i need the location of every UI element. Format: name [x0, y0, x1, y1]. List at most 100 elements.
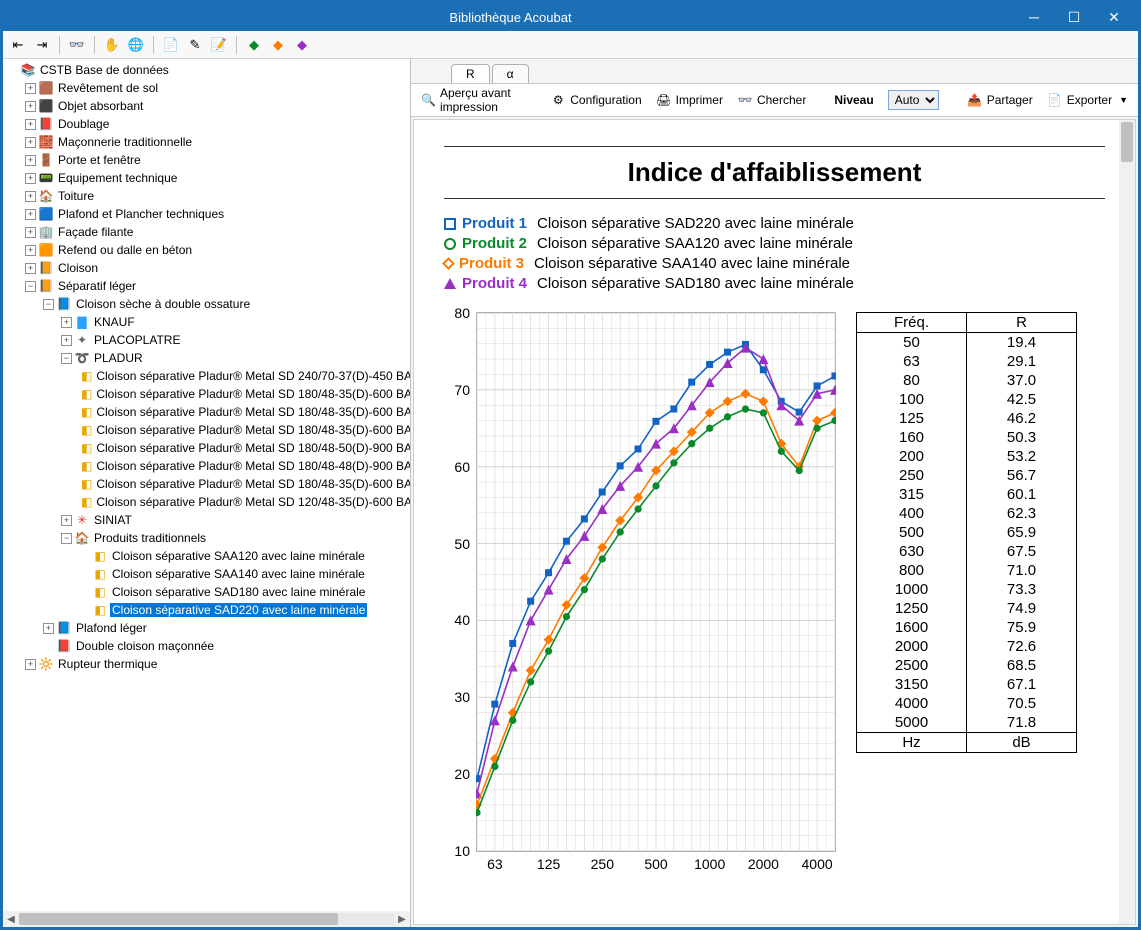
- tree-row[interactable]: +✦PLACOPLATRE: [7, 331, 410, 349]
- tree-row[interactable]: Cloison séparative SAA120 avec laine min…: [7, 547, 410, 565]
- tree-item-label[interactable]: Toiture: [56, 189, 96, 203]
- tree-expand-icon[interactable]: ⇥: [31, 34, 53, 56]
- expander-icon[interactable]: +: [25, 263, 36, 274]
- tree-item-label[interactable]: Cloison séparative Pladur® Metal SD 180/…: [94, 477, 410, 491]
- tree-item-label[interactable]: SINIAT: [92, 513, 134, 527]
- tree-row[interactable]: +🔆Rupteur thermique: [7, 655, 410, 673]
- tree-item-label[interactable]: Façade filante: [56, 225, 135, 239]
- tree-row[interactable]: +📕Doublage: [7, 115, 410, 133]
- tree-item-label[interactable]: Refend ou dalle en béton: [56, 243, 194, 257]
- tree-row[interactable]: −➰PLADUR: [7, 349, 410, 367]
- tree-row[interactable]: +🟫Revêtement de sol: [7, 79, 410, 97]
- tree-item-label[interactable]: Double cloison maçonnée: [74, 639, 216, 653]
- tree-row[interactable]: Cloison séparative SAD220 avec laine min…: [7, 601, 410, 619]
- expander-icon[interactable]: −: [61, 533, 72, 544]
- tree-row[interactable]: +🏠Toiture: [7, 187, 410, 205]
- add-green-icon[interactable]: ◆: [243, 34, 265, 56]
- tree-item-label[interactable]: Cloison séparative Pladur® Metal SD 180/…: [94, 459, 410, 473]
- tree-row[interactable]: Cloison séparative Pladur® Metal SD 180/…: [7, 403, 410, 421]
- tree-item-label[interactable]: Cloison séparative Pladur® Metal SD 180/…: [94, 405, 410, 419]
- tree-horizontal-scrollbar[interactable]: ◀▶: [3, 911, 410, 927]
- tree-item-label[interactable]: Cloison sèche à double ossature: [74, 297, 252, 311]
- tree-row[interactable]: +✳SINIAT: [7, 511, 410, 529]
- tab-r[interactable]: R: [451, 64, 490, 83]
- tree-row[interactable]: +📘Plafond léger: [7, 619, 410, 637]
- tree-item-label[interactable]: Cloison séparative SAA140 avec laine min…: [110, 567, 367, 581]
- globe-icon[interactable]: 🌐: [125, 34, 147, 56]
- expander-icon[interactable]: +: [61, 335, 72, 346]
- level-select[interactable]: Auto: [888, 90, 939, 110]
- expander-icon[interactable]: −: [25, 281, 36, 292]
- maximize-button[interactable]: ☐: [1054, 3, 1094, 31]
- add-purple-icon[interactable]: ◆: [291, 34, 313, 56]
- tree-row[interactable]: 📕Double cloison maçonnée: [7, 637, 410, 655]
- expander-icon[interactable]: −: [61, 353, 72, 364]
- tree-row[interactable]: +📙Cloison: [7, 259, 410, 277]
- expander-icon[interactable]: +: [25, 191, 36, 202]
- expander-icon[interactable]: +: [25, 227, 36, 238]
- tree-row[interactable]: −📙Séparatif léger: [7, 277, 410, 295]
- tree-item-label[interactable]: Produits traditionnels: [92, 531, 208, 545]
- tree-item-label[interactable]: Cloison séparative Pladur® Metal SD 120/…: [94, 495, 410, 509]
- tree-item-label[interactable]: Maçonnerie traditionnelle: [56, 135, 194, 149]
- tree-item-label[interactable]: Objet absorbant: [56, 99, 145, 113]
- tree-row[interactable]: +⬛Objet absorbant: [7, 97, 410, 115]
- share-button[interactable]: 📤Partager: [967, 93, 1033, 107]
- expander-icon[interactable]: −: [43, 299, 54, 310]
- tree-row[interactable]: Cloison séparative Pladur® Metal SD 240/…: [7, 367, 410, 385]
- tree-row[interactable]: +🟦Plafond et Plancher techniques: [7, 205, 410, 223]
- expander-icon[interactable]: +: [25, 173, 36, 184]
- expander-icon[interactable]: +: [25, 659, 36, 670]
- tree-row[interactable]: +🟧Refend ou dalle en béton: [7, 241, 410, 259]
- expander-icon[interactable]: +: [25, 83, 36, 94]
- tree-item-label[interactable]: CSTB Base de données: [38, 63, 171, 77]
- tree-item-label[interactable]: PLACOPLATRE: [92, 333, 182, 347]
- tree-collapse-icon[interactable]: ⇤: [7, 34, 29, 56]
- search-button[interactable]: 👓Chercher: [737, 93, 806, 107]
- tree-row[interactable]: +▇KNAUF: [7, 313, 410, 331]
- expander-icon[interactable]: +: [25, 119, 36, 130]
- tree-row[interactable]: Cloison séparative SAA140 avec laine min…: [7, 565, 410, 583]
- tree-item-label[interactable]: Cloison séparative Pladur® Metal SD 180/…: [94, 387, 410, 401]
- expander-icon[interactable]: +: [43, 623, 54, 634]
- tree[interactable]: 📚CSTB Base de données+🟫Revêtement de sol…: [3, 59, 410, 911]
- add-orange-icon[interactable]: ◆: [267, 34, 289, 56]
- content-scroll[interactable]: Indice d'affaiblissement Produit 1Cloiso…: [413, 119, 1136, 925]
- tree-item-label[interactable]: Cloison séparative Pladur® Metal SD 180/…: [94, 423, 410, 437]
- tree-item-label[interactable]: Equipement technique: [56, 171, 179, 185]
- tree-item-label[interactable]: PLADUR: [92, 351, 145, 365]
- tree-row[interactable]: −🏠Produits traditionnels: [7, 529, 410, 547]
- tree-row[interactable]: Cloison séparative Pladur® Metal SD 180/…: [7, 439, 410, 457]
- expander-icon[interactable]: +: [25, 101, 36, 112]
- expander-icon[interactable]: +: [61, 317, 72, 328]
- hand-icon[interactable]: ✋: [101, 34, 123, 56]
- tree-item-label[interactable]: Cloison séparative SAD220 avec laine min…: [110, 603, 367, 617]
- binoculars-icon[interactable]: 👓: [66, 34, 88, 56]
- tree-row[interactable]: Cloison séparative Pladur® Metal SD 120/…: [7, 493, 410, 511]
- tree-item-label[interactable]: Cloison: [56, 261, 100, 275]
- tree-row[interactable]: Cloison séparative Pladur® Metal SD 180/…: [7, 457, 410, 475]
- expander-icon[interactable]: +: [25, 155, 36, 166]
- tree-item-label[interactable]: Doublage: [56, 117, 111, 131]
- tree-row[interactable]: Cloison séparative Pladur® Metal SD 180/…: [7, 421, 410, 439]
- tree-item-label[interactable]: Porte et fenêtre: [56, 153, 143, 167]
- tree-row[interactable]: Cloison séparative Pladur® Metal SD 180/…: [7, 385, 410, 403]
- tree-item-label[interactable]: Plafond et Plancher techniques: [56, 207, 226, 221]
- expander-icon[interactable]: +: [61, 515, 72, 526]
- tree-item-label[interactable]: Cloison séparative Pladur® Metal SD 180/…: [94, 441, 410, 455]
- tree-row[interactable]: Cloison séparative SAD180 avec laine min…: [7, 583, 410, 601]
- copy-icon[interactable]: 📄: [160, 34, 182, 56]
- export-button[interactable]: 📄Exporter▼: [1047, 93, 1128, 107]
- config-button[interactable]: ⚙Configuration: [550, 93, 641, 107]
- tree-row[interactable]: −📘Cloison sèche à double ossature: [7, 295, 410, 313]
- edit-icon[interactable]: ✎: [184, 34, 206, 56]
- tree-item-label[interactable]: Revêtement de sol: [56, 81, 160, 95]
- tree-item-label[interactable]: Plafond léger: [74, 621, 149, 635]
- close-button[interactable]: ✕: [1094, 3, 1134, 31]
- tree-item-label[interactable]: Cloison séparative SAA120 avec laine min…: [110, 549, 367, 563]
- tree-row[interactable]: +🏢Façade filante: [7, 223, 410, 241]
- expander-icon[interactable]: +: [25, 245, 36, 256]
- tree-item-label[interactable]: KNAUF: [92, 315, 137, 329]
- tree-item-label[interactable]: Rupteur thermique: [56, 657, 159, 671]
- expander-icon[interactable]: +: [25, 209, 36, 220]
